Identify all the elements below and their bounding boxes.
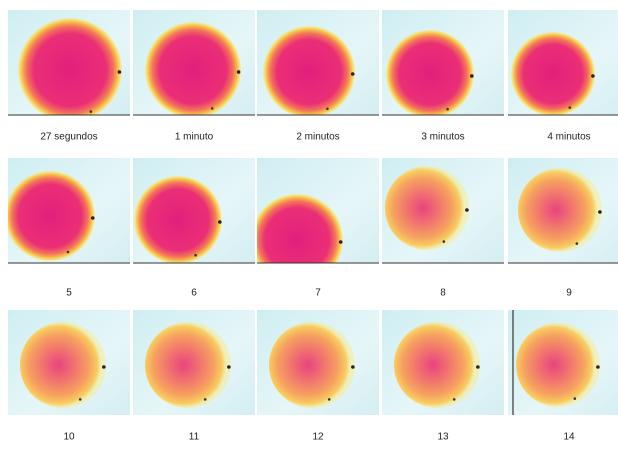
marker-dot	[194, 254, 197, 257]
panel-image	[8, 310, 130, 415]
marker-dot	[204, 398, 207, 401]
panel-label: 6	[191, 288, 197, 299]
thermal-panel	[508, 10, 618, 116]
heat-spot	[511, 32, 595, 116]
panel-image	[382, 310, 504, 415]
marker-dot	[328, 398, 331, 401]
thermal-panel	[133, 10, 255, 118]
thermal-panel	[5, 158, 130, 263]
panel-image	[133, 158, 255, 264]
thermal-panel	[133, 310, 255, 415]
thermal-panel	[508, 310, 618, 415]
panel-image	[5, 158, 130, 263]
figure-canvas: 27 segundos 1 minuto 2 minutos 3 minutos 4 m…	[0, 0, 618, 450]
panel-image	[133, 310, 255, 415]
marker-dot	[326, 108, 329, 111]
figure: 27 segundos 1 minuto 2 minutos 3 minutos 4 m…	[0, 0, 618, 450]
heat-spot	[516, 323, 600, 407]
heat-spot	[18, 18, 122, 122]
thermal-panel	[382, 158, 504, 263]
heat-spot	[134, 176, 222, 264]
panel-image	[508, 10, 618, 116]
marker-dot	[118, 70, 122, 74]
panel-label: 12	[312, 432, 324, 443]
marker-dot	[453, 398, 456, 401]
thermal-panel	[133, 158, 255, 264]
marker-dot	[576, 242, 579, 245]
heat-spot	[385, 166, 469, 250]
marker-dot	[218, 220, 222, 224]
panel-image	[382, 10, 504, 118]
heat-spot	[145, 322, 231, 408]
panel-image	[257, 310, 379, 415]
marker-dot	[598, 210, 602, 214]
panel-label: 8	[440, 288, 446, 299]
panel-label: 11	[189, 432, 200, 443]
marker-dot	[443, 240, 446, 243]
thermal-panel	[8, 10, 130, 122]
thermal-panel	[251, 158, 379, 286]
marker-dot	[314, 276, 317, 279]
panel-label: 1 minuto	[175, 132, 214, 143]
marker-dot	[237, 70, 241, 74]
panel-image	[133, 10, 255, 118]
panel-label: 7	[315, 288, 321, 299]
panel-label: 2 minutos	[296, 132, 339, 143]
thermal-panel	[508, 158, 618, 263]
heat-spot	[251, 194, 343, 286]
thermal-panel	[382, 10, 504, 118]
marker-dot	[227, 365, 231, 369]
panel-label: 13	[437, 432, 449, 443]
thermal-panel	[257, 10, 379, 118]
marker-dot	[446, 108, 449, 111]
marker-dot	[211, 107, 214, 110]
panel-label: 3 minutos	[421, 132, 464, 143]
panel-image	[8, 10, 130, 122]
heat-spot	[5, 171, 95, 261]
marker-dot	[351, 72, 355, 76]
marker-dot	[102, 365, 106, 369]
marker-dot	[79, 398, 82, 401]
heat-spot	[518, 168, 602, 252]
thermal-panel	[382, 310, 504, 415]
marker-dot	[91, 216, 95, 220]
marker-dot	[569, 106, 572, 109]
marker-dot	[596, 365, 600, 369]
heat-spot	[394, 322, 480, 408]
panel-image	[508, 158, 618, 263]
panel-label: 9	[566, 288, 572, 299]
marker-dot	[470, 74, 474, 78]
marker-dot	[351, 365, 355, 369]
heat-spot	[145, 22, 241, 118]
marker-dot	[67, 251, 70, 254]
panel-label: 14	[563, 432, 575, 443]
marker-dot	[90, 110, 93, 113]
panel-label: 5	[66, 288, 72, 299]
thermal-panel	[8, 310, 130, 415]
panel-image	[257, 10, 379, 118]
panel-label: 10	[63, 432, 75, 443]
panel-image	[382, 158, 504, 263]
marker-dot	[339, 240, 343, 244]
thermal-panel	[257, 310, 379, 415]
marker-dot	[476, 365, 480, 369]
panel-image	[508, 310, 618, 415]
heat-spot	[20, 322, 106, 408]
panel-image	[251, 158, 379, 286]
panel-label: 27 segundos	[40, 132, 97, 143]
marker-dot	[574, 397, 577, 400]
marker-dot	[591, 74, 595, 78]
heat-spot	[386, 30, 474, 118]
heat-spot	[269, 322, 355, 408]
marker-dot	[465, 208, 469, 212]
panel-label: 4 minutos	[547, 132, 590, 143]
heat-spot	[263, 26, 355, 118]
